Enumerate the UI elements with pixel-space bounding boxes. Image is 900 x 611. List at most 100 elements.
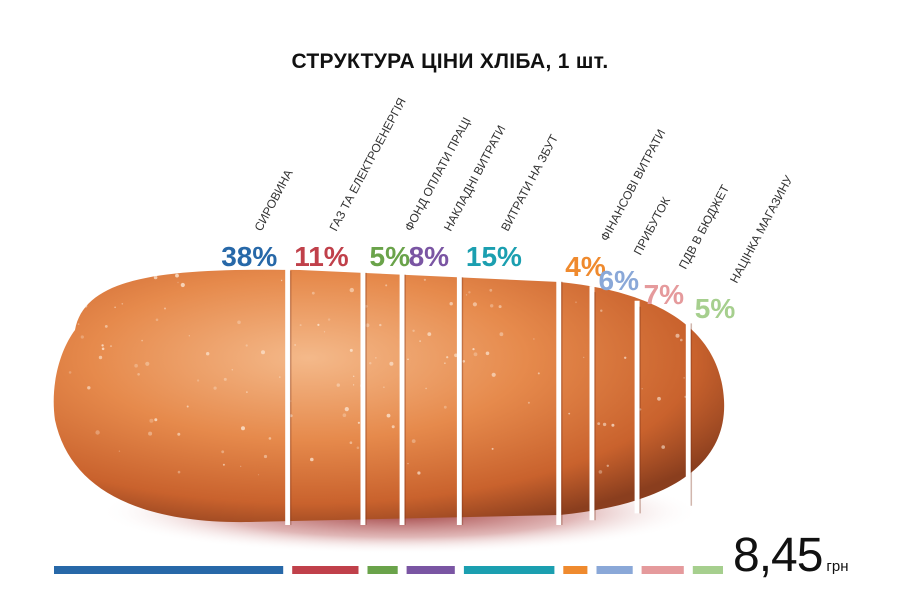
flour-speck — [77, 323, 80, 325]
flour-speck — [462, 360, 466, 363]
flour-speck — [317, 323, 320, 326]
flour-speck — [365, 323, 370, 328]
flour-speck — [353, 384, 355, 386]
category-label: ПРИБУТОК — [631, 195, 673, 258]
category-label: ФОНД ОПЛАТИ ПРАЦІ — [402, 115, 474, 234]
flour-speck — [356, 446, 360, 450]
flour-speck — [279, 376, 281, 378]
percent-label: 38% — [221, 241, 277, 272]
flour-speck — [520, 277, 522, 279]
flour-speck — [223, 377, 227, 381]
flour-speck — [257, 474, 260, 476]
flour-speck — [280, 279, 283, 282]
flour-speck — [472, 302, 477, 307]
flour-speck — [375, 357, 377, 359]
category-label: ВИТРАТИ НА ЗБУТ — [498, 131, 561, 233]
flour-speck — [611, 423, 615, 427]
total-price: 8,45 грн — [733, 528, 849, 583]
flour-speck — [290, 400, 292, 402]
flour-speck — [597, 422, 601, 425]
flour-speck — [206, 352, 210, 356]
flour-speck — [95, 430, 100, 435]
flour-speck — [155, 318, 159, 322]
flour-speck — [446, 356, 449, 359]
flour-speck — [680, 338, 683, 342]
share-bar — [54, 566, 284, 574]
flour-speck — [137, 373, 140, 376]
flour-speck — [386, 413, 391, 418]
flour-speck — [294, 344, 296, 346]
flour-speck — [175, 273, 179, 278]
flour-speck — [261, 350, 265, 355]
flour-speck — [533, 338, 535, 340]
share-bar — [367, 566, 398, 574]
flour-speck — [221, 450, 225, 454]
flour-speck — [327, 318, 331, 321]
percent-label: 8% — [409, 241, 450, 272]
flour-speck — [289, 414, 293, 418]
flour-speck — [425, 387, 427, 390]
flour-speck — [80, 335, 84, 339]
flour-speck — [311, 291, 315, 295]
category-label: НАЦІНКА МАГАЗИНУ — [727, 173, 796, 286]
flour-speck — [423, 278, 426, 281]
flour-speck — [222, 463, 225, 466]
flour-speck — [391, 425, 395, 429]
flour-speck — [412, 329, 415, 332]
flour-speck — [498, 305, 502, 309]
flour-speck — [472, 348, 475, 351]
slice-cuts — [285, 264, 693, 525]
flour-speck — [527, 401, 530, 404]
flour-speck — [657, 396, 661, 401]
percent-label: 7% — [644, 279, 685, 310]
flour-speck — [417, 471, 421, 475]
share-bar — [641, 566, 684, 574]
flour-speck — [145, 361, 150, 366]
flour-speck — [101, 344, 104, 347]
flour-speck — [114, 306, 116, 309]
flour-speck — [83, 304, 88, 308]
flour-speck — [683, 377, 685, 379]
flour-speck — [369, 362, 372, 365]
flour-speck — [676, 274, 680, 277]
share-bar — [692, 566, 723, 574]
flour-speck — [104, 325, 108, 328]
flour-speck — [661, 445, 665, 449]
flour-speck — [231, 369, 233, 371]
flour-speck — [427, 332, 432, 336]
flour-speck — [407, 358, 409, 361]
flour-speck — [148, 431, 153, 436]
percent-label: 5% — [695, 293, 736, 324]
flour-speck — [177, 281, 179, 284]
share-bar — [463, 566, 555, 574]
flour-speck — [602, 422, 607, 427]
flour-speck — [98, 355, 103, 360]
percent-labels: 38% 11% 5%8% 15% 4%6% 7% 5% — [221, 241, 735, 324]
flour-speck — [488, 275, 490, 278]
flour-speck — [68, 371, 72, 374]
share-bars — [54, 566, 723, 574]
flour-speck — [164, 307, 166, 310]
category-label: ПДВ В БЮДЖЕТ — [676, 182, 733, 272]
flour-speck — [449, 302, 453, 306]
flour-speck — [568, 412, 571, 415]
flour-speck — [606, 464, 609, 467]
flour-speck — [383, 386, 385, 389]
chart-title: СТРУКТУРА ЦІНИ ХЛІБА, 1 шт. — [291, 50, 609, 73]
flour-speck — [499, 332, 504, 337]
percent-label: 6% — [599, 265, 640, 296]
share-bar — [596, 566, 633, 574]
flour-speck — [357, 421, 360, 424]
flour-speck — [180, 282, 185, 288]
flour-speck — [491, 447, 494, 450]
flour-speck — [485, 351, 490, 356]
flour-speck — [263, 454, 268, 459]
flour-speck — [468, 291, 471, 294]
flour-speck — [336, 383, 340, 387]
flour-speck — [121, 303, 124, 305]
share-bar — [563, 566, 588, 574]
flour-speck — [149, 418, 154, 423]
flour-speck — [141, 339, 143, 342]
flour-speck — [310, 457, 314, 462]
